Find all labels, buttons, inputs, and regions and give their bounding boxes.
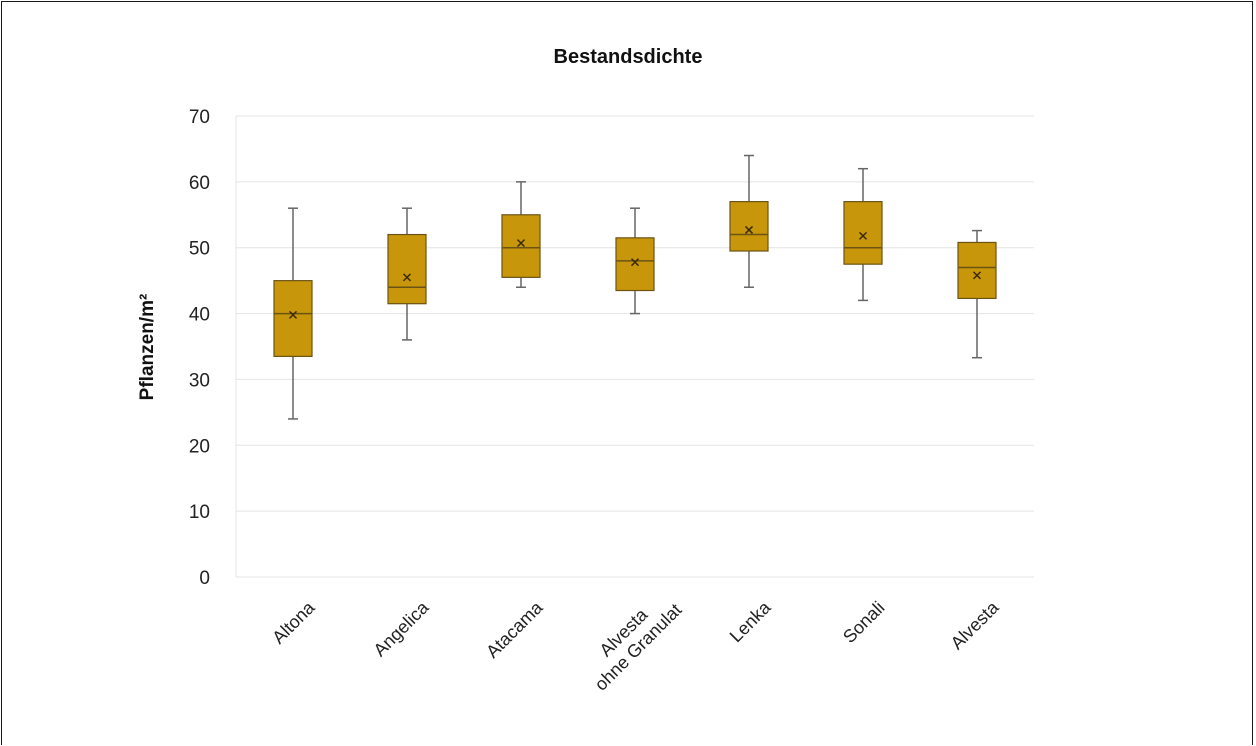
x-category-label: Alvesta <box>947 597 1004 654</box>
mean-marker-b <box>516 239 526 248</box>
box-1 <box>387 207 427 341</box>
gridlines <box>235 115 1034 578</box>
x-category-label: Lenka <box>726 597 776 647</box>
mean-marker-b <box>288 310 298 319</box>
box-5 <box>843 167 883 302</box>
mean-marker-b <box>402 273 412 282</box>
chart-title: Bestandsdichte <box>553 46 703 68</box>
box-iqr <box>501 214 541 278</box>
box-0 <box>273 207 313 420</box>
x-category-label-line: Lenka <box>726 597 776 647</box>
box-3 <box>615 207 655 315</box>
y-tick-label: 20 <box>189 436 210 457</box>
y-tick-label: 60 <box>189 173 210 194</box>
box-iqr <box>843 201 883 265</box>
y-tick-label: 50 <box>189 239 210 260</box>
box-6 <box>957 229 997 359</box>
x-category-label-line: Altona <box>268 597 319 648</box>
y-axis-label: Pflanzen/m² <box>137 294 158 401</box>
y-tick-label: 10 <box>189 502 210 523</box>
x-axis-categories: Altona Angelica Atacama Alvestaohne Granula… <box>268 585 1004 695</box>
box-iqr <box>957 241 997 300</box>
x-category-label-line: Sonali <box>839 597 889 647</box>
y-axis-ticks: 0 10 20 30 40 50 60 70 <box>189 107 210 589</box>
box-iqr <box>387 233 427 305</box>
box-iqr <box>615 237 655 292</box>
box-series <box>273 154 997 420</box>
y-tick-label: 70 <box>189 107 210 128</box>
x-category-label: Angelica <box>370 597 434 661</box>
mean-marker-b <box>858 231 868 240</box>
x-category-label: Alvestaohne Granulat <box>576 585 685 694</box>
y-tick-label: 30 <box>189 370 210 391</box>
x-category-label-line: Angelica <box>370 597 434 661</box>
x-category-label: Altona <box>268 597 319 648</box>
box-iqr <box>273 280 313 357</box>
x-category-label: Atacama <box>482 597 547 662</box>
x-category-label: Sonali <box>839 597 889 647</box>
box-2 <box>501 181 541 288</box>
x-category-label-line: Atacama <box>482 597 547 662</box>
box-iqr <box>729 201 769 252</box>
box-4 <box>729 154 769 288</box>
y-tick-label: 0 <box>199 568 210 589</box>
mean-marker-b <box>972 271 982 280</box>
mean-marker-b <box>630 258 640 267</box>
y-tick-label: 40 <box>189 305 210 326</box>
x-category-label-line: Alvesta <box>947 597 1004 654</box>
mean-marker-b <box>744 225 754 234</box>
